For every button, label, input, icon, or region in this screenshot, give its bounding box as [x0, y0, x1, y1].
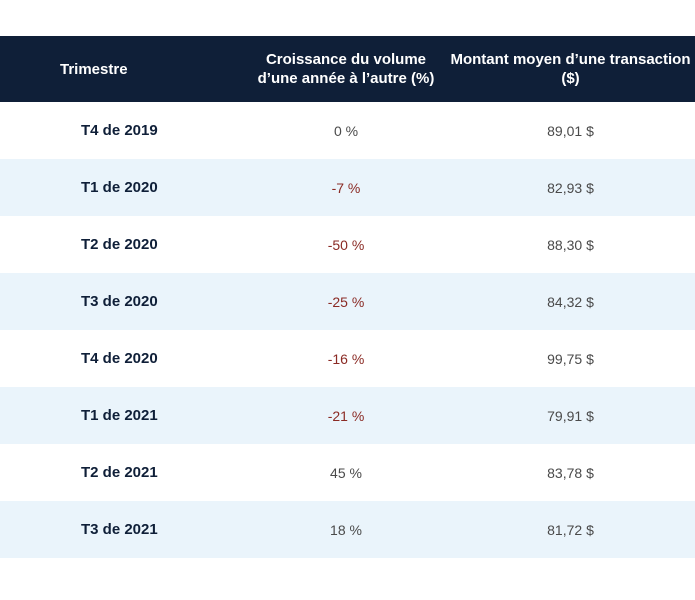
- table-row: T1 de 2021 -21 % 79,91 $: [0, 387, 695, 444]
- growth-cell: -25 %: [327, 293, 365, 310]
- table-header: Trimestre Croissance du volume d’une ann…: [0, 36, 695, 102]
- growth-cell: -16 %: [327, 350, 365, 367]
- quarter-cell: T4 de 2019: [81, 122, 158, 139]
- avg-amount-cell: 99,75 $: [547, 350, 594, 367]
- table-row: T4 de 2019 0 % 89,01 $: [0, 102, 695, 159]
- quarter-cell: T3 de 2020: [81, 293, 158, 310]
- header-growth: Croissance du volume d’une année à l’aut…: [257, 51, 435, 87]
- table-row: T1 de 2020 -7 % 82,93 $: [0, 159, 695, 216]
- avg-amount-cell: 79,91 $: [547, 407, 594, 424]
- data-table: Trimestre Croissance du volume d’une ann…: [0, 36, 695, 558]
- avg-amount-cell: 89,01 $: [547, 122, 594, 139]
- quarter-cell: T2 de 2021: [81, 464, 158, 481]
- table-row: T2 de 2021 45 % 83,78 $: [0, 444, 695, 501]
- quarter-cell: T1 de 2020: [81, 179, 158, 196]
- table-row: T3 de 2021 18 % 81,72 $: [0, 501, 695, 558]
- table-row: T2 de 2020 -50 % 88,30 $: [0, 216, 695, 273]
- growth-cell: 0 %: [333, 122, 359, 139]
- quarter-cell: T4 de 2020: [81, 350, 158, 367]
- growth-cell: 18 %: [330, 521, 362, 538]
- avg-amount-cell: 83,78 $: [547, 464, 594, 481]
- quarter-cell: T1 de 2021: [81, 407, 158, 424]
- header-avg-amount: Montant moyen d’une transaction ($): [450, 51, 691, 87]
- avg-amount-cell: 81,72 $: [547, 521, 594, 538]
- quarter-cell: T3 de 2021: [81, 521, 158, 538]
- growth-cell: 45 %: [330, 464, 362, 481]
- avg-amount-cell: 84,32 $: [547, 293, 594, 310]
- growth-cell: -50 %: [327, 236, 365, 253]
- table-row: T3 de 2020 -25 % 84,32 $: [0, 273, 695, 330]
- table-row: T4 de 2020 -16 % 99,75 $: [0, 330, 695, 387]
- header-quarter: Trimestre: [60, 60, 128, 78]
- avg-amount-cell: 88,30 $: [547, 236, 594, 253]
- avg-amount-cell: 82,93 $: [547, 179, 594, 196]
- quarter-cell: T2 de 2020: [81, 236, 158, 253]
- growth-cell: -7 %: [331, 179, 361, 196]
- growth-cell: -21 %: [327, 407, 365, 424]
